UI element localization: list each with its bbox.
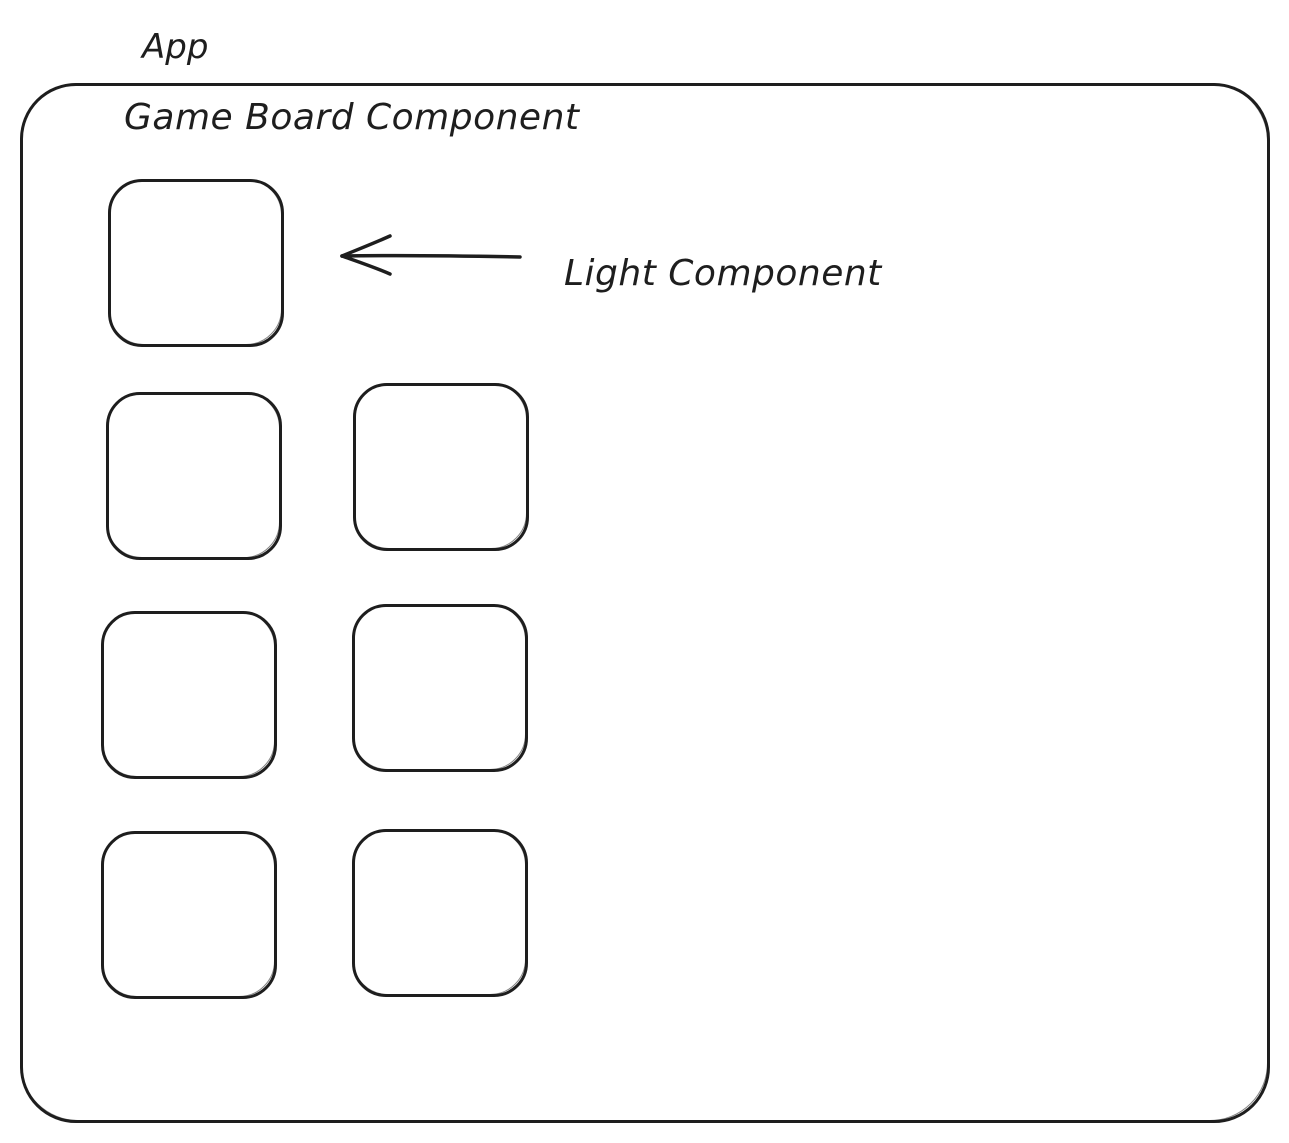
light-component: [101, 831, 277, 999]
app-label: App: [142, 27, 209, 67]
light-component-label: Light Component: [564, 253, 882, 294]
light-component: [352, 829, 528, 997]
light-component: [106, 392, 282, 560]
light-component: [352, 604, 528, 772]
left-arrow-icon: [340, 234, 522, 276]
light-component: [108, 179, 284, 347]
light-component: [101, 611, 277, 779]
light-component: [353, 383, 529, 551]
app-container: [20, 83, 1270, 1123]
game-board-label: Game Board Component: [124, 97, 580, 138]
